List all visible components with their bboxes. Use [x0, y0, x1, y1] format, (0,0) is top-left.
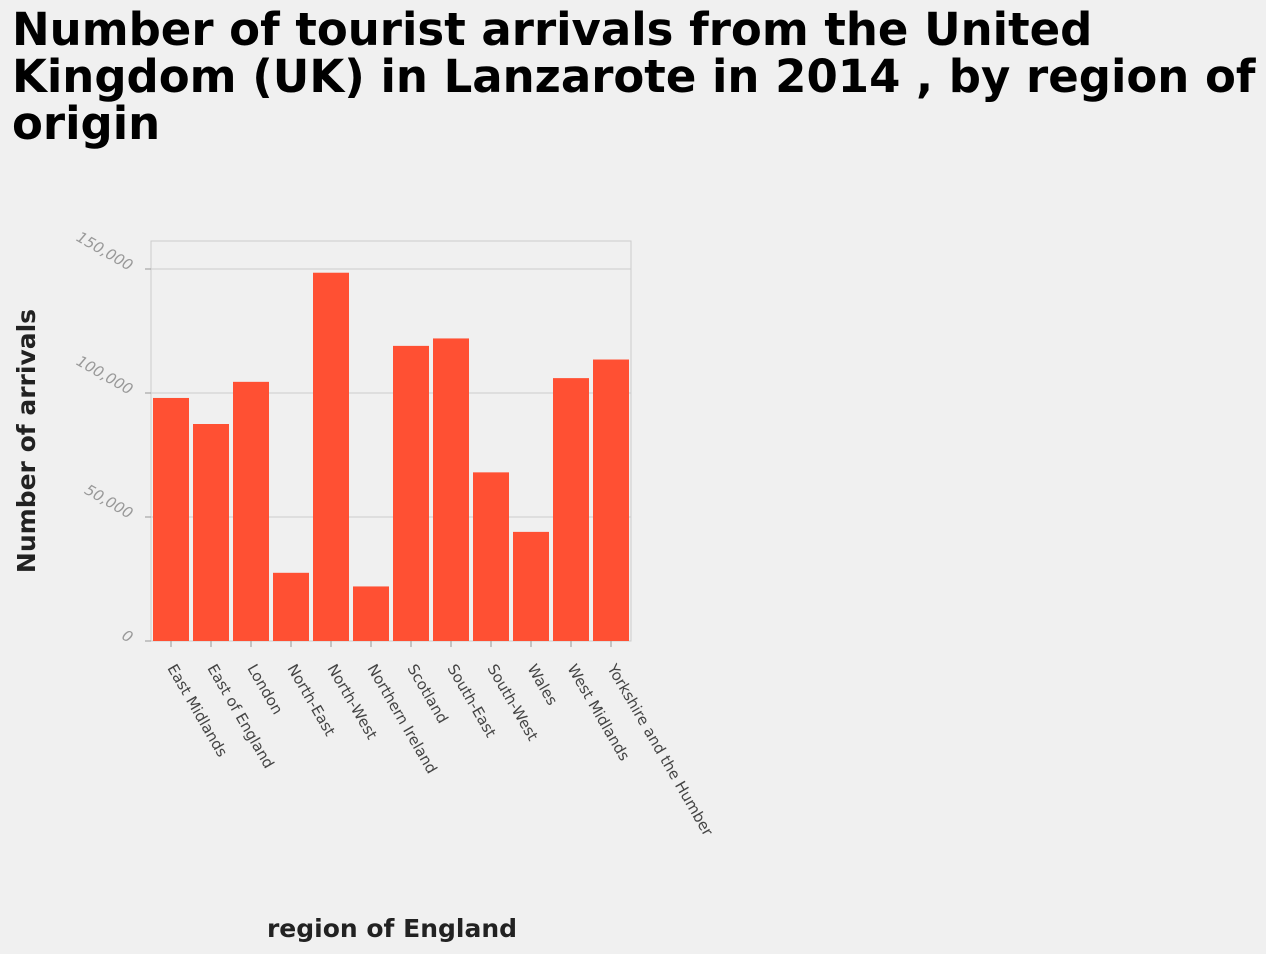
x-tick-label: London	[244, 661, 287, 718]
bars	[153, 272, 629, 641]
bar	[433, 338, 469, 641]
y-tick-label: 150,000	[73, 228, 136, 275]
y-tick-label: 0	[119, 626, 136, 646]
y-tick-label: 50,000	[82, 481, 136, 523]
bar	[193, 424, 229, 641]
bar	[233, 381, 269, 641]
y-axis-label: Number of arrivals	[12, 309, 41, 573]
plot-frame	[150, 240, 632, 642]
y-tick-label: 100,000	[73, 352, 136, 399]
chart-title: Number of tourist arrivals from the Unit…	[12, 3, 1256, 150]
bar	[473, 472, 509, 641]
bar	[353, 586, 389, 641]
x-axis-label: region of England	[267, 914, 517, 943]
bar	[313, 272, 349, 641]
gridlines	[151, 268, 631, 518]
x-tick-label: Wales	[524, 661, 562, 709]
bar	[393, 345, 429, 641]
bar	[273, 572, 309, 641]
y-axis-ticks: 0 50,000 100,000 150,000	[73, 228, 151, 646]
bar	[593, 359, 629, 641]
bar	[513, 531, 549, 641]
bar	[553, 378, 589, 641]
bar	[153, 397, 189, 641]
